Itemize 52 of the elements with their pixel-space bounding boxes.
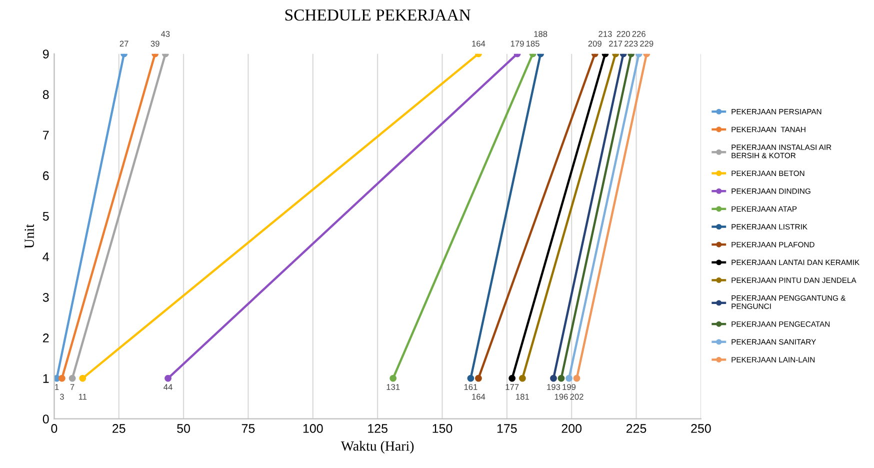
x-tick-label: 50 (177, 424, 190, 433)
x-tick-label: 225 (626, 424, 646, 433)
x-tick-label: 75 (242, 424, 255, 433)
annotation: 131 (386, 384, 400, 390)
annotation: 39 (150, 40, 160, 47)
y-tick-label: 8 (42, 90, 49, 100)
annotation: 179 (510, 40, 524, 47)
annotation: 229 (640, 40, 654, 47)
x-tick-label: 125 (368, 424, 388, 433)
annotation: 188 (534, 30, 548, 37)
annotation: 43 (160, 30, 170, 37)
annotation: 177 (506, 384, 519, 390)
x-tick-label: 150 (432, 424, 452, 433)
x-tick-label: 25 (112, 424, 126, 433)
x-tick-label: 200 (562, 424, 582, 433)
y-tick-label: 6 (43, 171, 49, 180)
y-tick-label: 4 (42, 252, 49, 262)
annotation: 220 (616, 30, 630, 37)
x-tick-label: 100 (303, 424, 323, 433)
annotation: 202 (570, 394, 584, 400)
annotation: 193 (547, 384, 560, 390)
y-tick-label: 1 (43, 374, 49, 383)
y-tick-label: 7 (43, 130, 49, 140)
annotation: 164 (472, 394, 486, 400)
annotation: 226 (632, 30, 646, 37)
annotation: 27 (120, 40, 128, 47)
x-tick-label: 250 (691, 424, 711, 433)
annotation: 161 (464, 384, 478, 390)
annotation: 217 (609, 40, 622, 47)
annotation: 199 (562, 384, 576, 390)
annotation: 181 (516, 394, 529, 400)
y-tick-label: 9 (42, 50, 49, 58)
x-axis-title: Waktu (Hari) (340, 440, 414, 454)
annotation: 7 (70, 384, 74, 390)
x-tick-label: 175 (497, 424, 517, 433)
annotation: 213 (598, 30, 612, 37)
annotation: 209 (588, 40, 602, 47)
annotation: 44 (164, 384, 172, 390)
y-tick-label: 0 (42, 414, 49, 424)
y-tick-label: 5 (42, 212, 49, 221)
annotation: 11 (78, 394, 87, 400)
y-tick-label: 2 (43, 334, 49, 342)
y-axis-title: Unit (24, 224, 34, 248)
chart-title: SCHEDULE PEKERJAAN (285, 9, 470, 21)
annotation: 185 (526, 40, 540, 47)
annotation: 3 (60, 394, 64, 400)
x-tick-label: 0 (51, 424, 58, 433)
y-tick-label: 3 (42, 292, 49, 302)
annotation: 223 (624, 40, 638, 47)
annotation: 164 (472, 40, 486, 47)
annotation: 1 (55, 384, 59, 390)
annotation: 196 (554, 394, 568, 400)
